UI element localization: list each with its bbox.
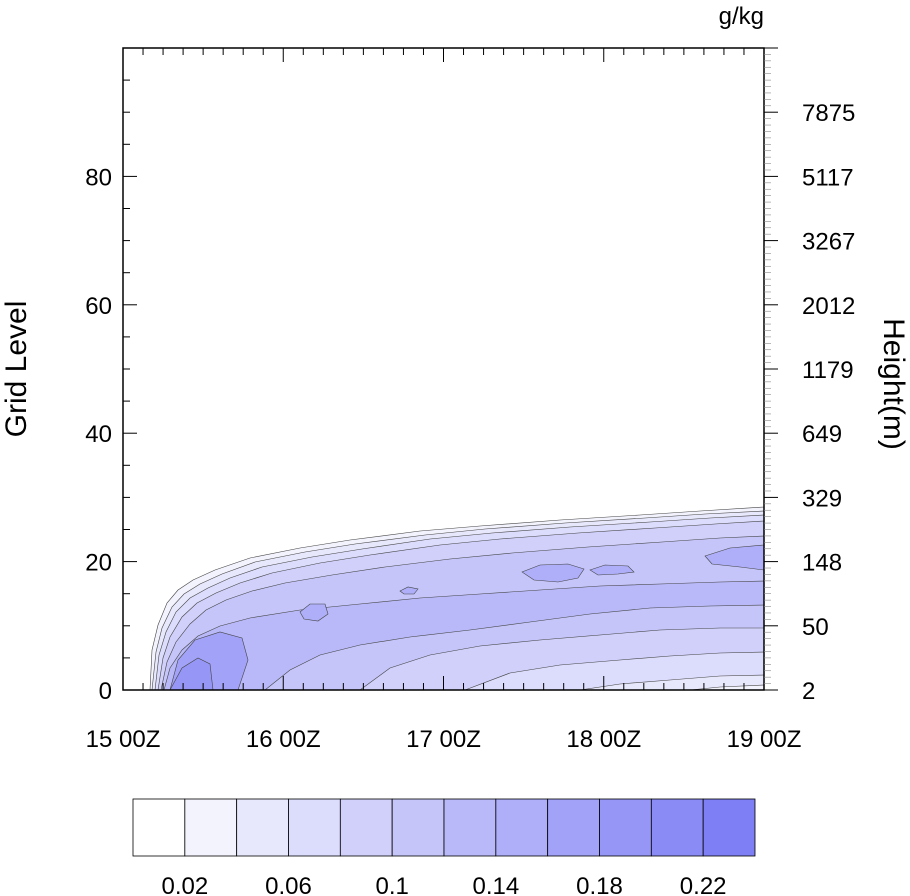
- colorbar-label: 0.1: [375, 873, 408, 896]
- colorbar-box: [236, 798, 289, 857]
- x-tick-labels: 15 00Z 16 00Z 17 00Z 18 00Z 19 00Z: [86, 726, 802, 753]
- y-axis-title: Grid Level: [0, 301, 33, 438]
- y2-tick-label: 5117: [802, 164, 854, 191]
- contour-blob-small-3: [521, 563, 585, 583]
- contour-blob-small-1: [299, 603, 329, 622]
- x-tick-label: 17 00Z: [406, 726, 481, 753]
- y-left-ticks: [123, 47, 137, 691]
- contour-band-0-2: [579, 674, 764, 690]
- x-tick-label: 16 00Z: [246, 726, 321, 753]
- x-tick-label: 18 00Z: [566, 726, 641, 753]
- colorbar-label: 0.18: [576, 873, 623, 896]
- y-tick-label: 80: [85, 164, 112, 191]
- y2-tick-label: 2012: [802, 293, 855, 320]
- y-right-ticks: [764, 47, 778, 691]
- colorbar-box: [339, 798, 393, 857]
- y2-tick-label: 3267: [802, 229, 855, 256]
- contour-band-0-22: [689, 684, 764, 690]
- contour-blob-small-5: [704, 544, 764, 571]
- colorbar-box: [650, 798, 704, 857]
- colorbar-labels: 0.02 0.06 0.1 0.14 0.18 0.22: [161, 873, 726, 896]
- units-label: g/kg: [719, 3, 764, 30]
- colorbar-label: 0.22: [680, 873, 727, 896]
- y-tick-label: 40: [85, 421, 112, 448]
- y2-tick-label: 7875: [802, 100, 855, 127]
- y2-axis-title: Height(m): [877, 318, 910, 450]
- y2-tick-label: 2: [802, 678, 815, 705]
- colorbar-box: [547, 798, 600, 857]
- y-tick-label: 0: [99, 678, 112, 705]
- colorbar-box: [288, 798, 341, 857]
- colorbar-box: [443, 798, 497, 857]
- colorbar-box: [599, 798, 652, 857]
- y-tick-labels: 0 20 40 60 80: [85, 164, 112, 705]
- colorbar-label: 0.06: [265, 873, 312, 896]
- colorbar-box: [132, 798, 186, 857]
- colorbar-box: [702, 798, 756, 857]
- y-tick-label: 20: [85, 550, 112, 577]
- colorbar: [132, 798, 756, 857]
- plot-area: 15 00Z 16 00Z 17 00Z 18 00Z 19 00Z 0 20 40 60 80…: [0, 3, 910, 753]
- x-tick-label: 19 00Z: [727, 726, 802, 753]
- colorbar-box: [184, 798, 238, 857]
- contour-blob-small-2: [399, 586, 419, 595]
- y2-tick-labels: 2 50 148 329 649 1179 2012 3267 5117 7875: [802, 100, 855, 705]
- y2-tick-label: 148: [802, 550, 842, 577]
- colorbar-label: 0.14: [472, 873, 519, 896]
- y2-tick-label: 649: [802, 421, 842, 448]
- colorbar-label: 0.02: [161, 873, 208, 896]
- y-tick-label: 60: [85, 293, 112, 320]
- x-tick-label: 15 00Z: [86, 726, 161, 753]
- x-bottom-ticks: [122, 676, 765, 690]
- contour-field: [149, 506, 764, 690]
- y2-tick-label: 329: [802, 485, 842, 512]
- y2-tick-label: 1179: [802, 357, 854, 384]
- contour-blob-small-4: [589, 564, 635, 576]
- colorbar-box: [495, 798, 549, 857]
- x-top-ticks: [122, 48, 765, 62]
- colorbar-box: [391, 798, 445, 857]
- contour-blob-high-2: [169, 657, 214, 690]
- y2-tick-label: 50: [802, 614, 829, 641]
